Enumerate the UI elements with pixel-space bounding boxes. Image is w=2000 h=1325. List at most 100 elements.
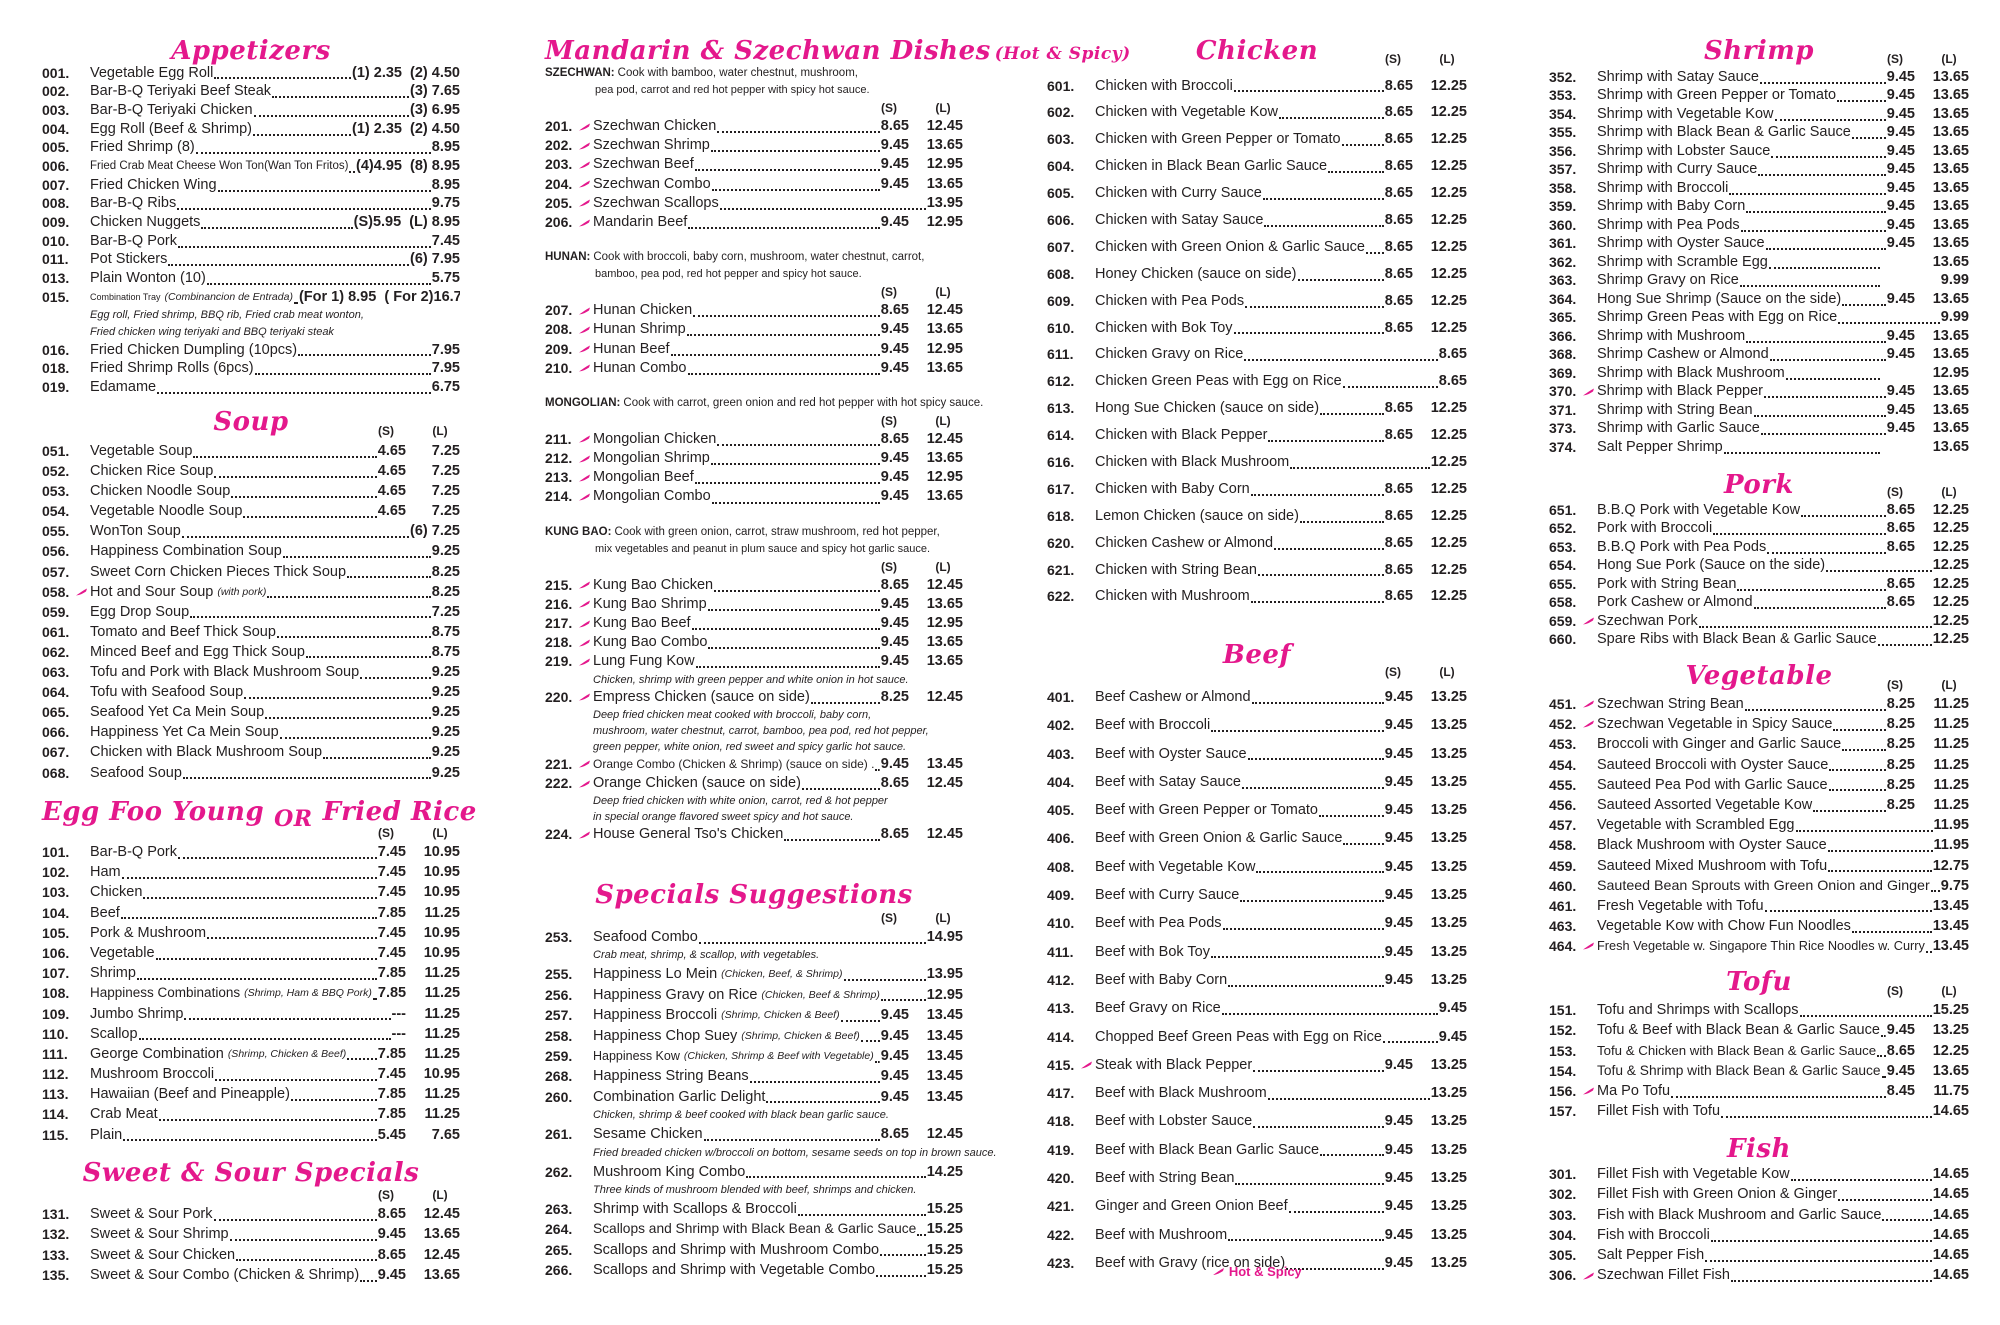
item-number-text: 423. xyxy=(1047,1254,1075,1271)
dot-leader xyxy=(1671,1095,1886,1098)
item-name: Shrimp with Black Pepper xyxy=(1597,383,1764,400)
item-name: Kung Bao Beef xyxy=(593,615,691,631)
section-title-text: Pork xyxy=(1724,470,1794,500)
item-name: Beef xyxy=(90,904,120,921)
item-name: Vegetable Noodle Soup xyxy=(90,503,243,520)
dot-leader xyxy=(177,207,431,211)
dot-leader xyxy=(1813,809,1886,812)
item-number: 110. xyxy=(42,1024,90,1044)
price-large: 11.25 xyxy=(1933,696,1970,712)
item-number: 652. xyxy=(1549,519,1597,538)
item-number-text: 115. xyxy=(42,1126,69,1143)
dot-leader xyxy=(1795,829,1933,832)
menu-item: 018. Fried Shrimp Rolls (6pcs) 7.95 xyxy=(42,359,460,378)
size-headers: (S) (L) xyxy=(366,826,460,840)
size-small-label: (S) xyxy=(378,826,394,840)
item-name: Szechwan Beef xyxy=(593,156,694,173)
item-number-text: 304. xyxy=(1549,1226,1577,1243)
item-name: Shrimp with Vegetable Kow xyxy=(1597,105,1774,122)
price-small: 8.65 xyxy=(1384,104,1413,121)
item-name: Chicken with Satay Sauce xyxy=(1095,211,1264,228)
menu-item: 051. Vegetable Soup 4.65 7.25 xyxy=(42,441,460,461)
item-name: Fillet Fish with Tofu xyxy=(1597,1103,1721,1120)
section-title: Specials Suggestions xyxy=(545,879,963,911)
item-name: Sauteed Mixed Mushroom with Tofu xyxy=(1597,857,1828,874)
size-large-label: (L) xyxy=(432,826,448,840)
item-name: Sweet Corn Chicken Pieces Thick Soup xyxy=(90,563,347,580)
item-number: 304. xyxy=(1549,1225,1597,1245)
dot-leader xyxy=(1799,1014,1932,1017)
menu-item: 107. Shrimp 7.85 11.25 xyxy=(42,963,460,983)
item-name: Chicken Gravy on Rice xyxy=(1095,346,1244,363)
item-number-text: 457. xyxy=(1549,817,1577,834)
item-number-text: 261. xyxy=(545,1126,573,1143)
size-small-label: (S) xyxy=(1887,52,1903,66)
section-title-text: Fish xyxy=(1727,1134,1791,1164)
item-number: 064. xyxy=(42,682,90,702)
item-name: Szechwan Pork xyxy=(1597,612,1698,629)
item-number-text: 362. xyxy=(1549,253,1577,270)
item-number-text: 009. xyxy=(42,214,70,231)
dot-leader xyxy=(670,353,880,356)
price-small: 9.45 xyxy=(880,634,909,651)
dot-leader xyxy=(1851,930,1932,933)
item-number-text: 264. xyxy=(545,1221,573,1238)
dot-leader xyxy=(840,1019,880,1022)
dot-leader xyxy=(1767,551,1886,554)
dot-leader xyxy=(874,1060,880,1063)
item-name: Chicken Green Peas with Egg on Rice xyxy=(1095,373,1342,390)
menu-item: 104. Beef 7.85 11.25 xyxy=(42,903,460,923)
price-small: 8.65 xyxy=(1384,238,1413,255)
menu-item: 362. Shrimp with Scramble Egg 13.65 xyxy=(1549,253,1969,272)
price-large: 13.65 xyxy=(1932,198,1969,215)
item-number: 222. xyxy=(545,774,593,793)
dot-leader xyxy=(1319,814,1384,817)
price-small: 8.65 xyxy=(1886,575,1915,592)
item-number: 366. xyxy=(1549,327,1597,346)
price-small: 9.45 xyxy=(1384,1113,1413,1130)
price-large: 13.65 xyxy=(1932,179,1969,196)
price-large: 7.25 xyxy=(431,443,460,459)
item-name: Chicken Cashew or Almond xyxy=(1095,534,1274,551)
price-small: 7.85 xyxy=(377,965,406,982)
price-large: 10.95 xyxy=(423,1066,460,1083)
price-large: 13.45 xyxy=(926,1027,963,1044)
item-name: Pork with String Bean xyxy=(1597,575,1737,592)
price-large: 13.25 xyxy=(1430,1085,1467,1102)
size-large-label: (L) xyxy=(935,559,951,574)
dot-leader xyxy=(217,189,431,192)
dot-leader xyxy=(1753,606,1886,609)
price-small: 8.65 xyxy=(1384,588,1413,605)
item-name: Fried Shrimp (8) xyxy=(90,139,195,156)
item-number: 102. xyxy=(42,862,90,882)
dot-leader xyxy=(1253,1125,1384,1129)
dot-leader xyxy=(1746,210,1886,213)
dot-leader xyxy=(703,1138,880,1141)
price-small: 9.45 xyxy=(880,340,909,357)
price-small: 9.45 xyxy=(1384,745,1413,762)
size-large-label: (L) xyxy=(1439,52,1455,66)
dot-leader xyxy=(1842,748,1886,751)
dot-leader xyxy=(195,151,431,155)
menu-item: 220. Empress Chicken (sauce on side) 8.25 1… xyxy=(545,688,963,707)
menu-item: 607. Chicken with Green Onion & Garlic Sa… xyxy=(1047,234,1467,261)
price-small: 8.65 xyxy=(880,430,909,447)
menu-item: 013. Plain Wonton (10) 5.75 xyxy=(42,269,460,288)
price-large: 9.99 xyxy=(1940,272,1969,289)
menu-item: 415. Steak with Black Pepper 9.45 13.25 xyxy=(1047,1051,1467,1079)
price-large: 12.25 xyxy=(1932,557,1969,574)
menu-item: 423. Beef with Gravy (rice on side) 9.45 13… xyxy=(1047,1249,1467,1277)
item-number: 659. xyxy=(1549,612,1597,631)
item-name: Shrimp with Pea Pods xyxy=(1597,216,1740,233)
price-small: 9.45 xyxy=(1384,1056,1413,1073)
menu-item: 065. Seafood Yet Ca Mein Soup 9.25 xyxy=(42,702,460,722)
item-number-text: 113. xyxy=(42,1086,69,1103)
subsection-description-line: mix vegetables and peanut in plum sauce … xyxy=(595,542,931,555)
price-large: 9.25 xyxy=(431,724,460,741)
dot-leader xyxy=(282,555,431,559)
price-large: 7.65 xyxy=(431,1126,460,1143)
menu-item: 405. Beef with Green Pepper or Tomato 9.45… xyxy=(1047,796,1467,824)
item-name: Honey Chicken (sauce on side) xyxy=(1095,265,1297,282)
item-number: 113. xyxy=(42,1084,90,1104)
item-name: Chicken Rice Soup xyxy=(90,463,214,480)
